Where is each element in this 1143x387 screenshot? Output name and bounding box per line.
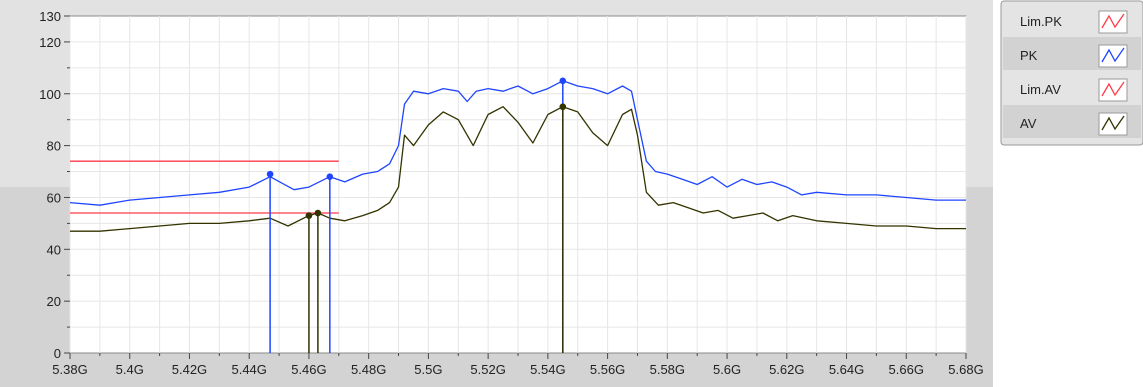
x-tick-label: 5.52G <box>470 362 505 377</box>
legend-line-sample <box>1101 115 1125 131</box>
legend-label: PK <box>1020 48 1038 63</box>
marker-point <box>559 103 567 111</box>
series-lines <box>69 80 966 232</box>
x-tick-label: 5.42G <box>172 362 207 377</box>
legend-label: AV <box>1020 116 1037 131</box>
x-tick-label: 5.66G <box>889 362 924 377</box>
y-tick-label: 100 <box>39 87 61 102</box>
legend: Lim.PK PK Lim.AV AV <box>1000 0 1143 146</box>
y-tick-label: 120 <box>39 35 61 50</box>
x-tick-label: 5.4G <box>116 362 144 377</box>
y-tick-label: 130 <box>39 9 61 24</box>
y-tick-label: 60 <box>47 190 61 205</box>
grid <box>69 16 967 353</box>
pk-series-line <box>69 80 966 206</box>
marker-point <box>326 173 334 181</box>
y-tick-label: 80 <box>47 139 61 154</box>
x-tick-label: 5.62G <box>769 362 804 377</box>
markers <box>266 77 567 353</box>
x-tick-label: 5.54G <box>530 362 565 377</box>
x-tick-label: 5.56G <box>590 362 625 377</box>
x-tick-label: 5.58G <box>650 362 685 377</box>
x-tick-label: 5.46G <box>291 362 326 377</box>
x-tick-label: 5.6G <box>713 362 741 377</box>
x-tick-label: 5.44G <box>231 362 266 377</box>
x-tick-label: 5.64G <box>829 362 864 377</box>
marker-point <box>305 212 313 219</box>
y-tick-label: 0 <box>54 346 61 361</box>
av-series-line <box>70 106 966 232</box>
y-tick-label: 40 <box>47 242 61 257</box>
axes: 0 20 40 60 80 100 120 130 5.38G 5.4G 5.42G 5.44G 5.4… <box>39 9 983 377</box>
legend-line-sample <box>1101 81 1125 97</box>
marker-point <box>266 170 274 178</box>
x-tick-label: 5.38G <box>52 362 87 377</box>
x-tick-label: 5.68G <box>948 362 983 377</box>
marker-point <box>314 209 322 217</box>
legend-label: Lim.PK <box>1020 14 1062 29</box>
legend-line-sample <box>1101 13 1125 29</box>
legend-label: Lim.AV <box>1020 82 1061 97</box>
y-tick-label: 20 <box>47 294 61 309</box>
x-tick-label: 5.5G <box>414 362 442 377</box>
x-tick-label: 5.48G <box>351 362 386 377</box>
legend-line-sample <box>1101 47 1125 63</box>
marker-point <box>559 77 567 85</box>
